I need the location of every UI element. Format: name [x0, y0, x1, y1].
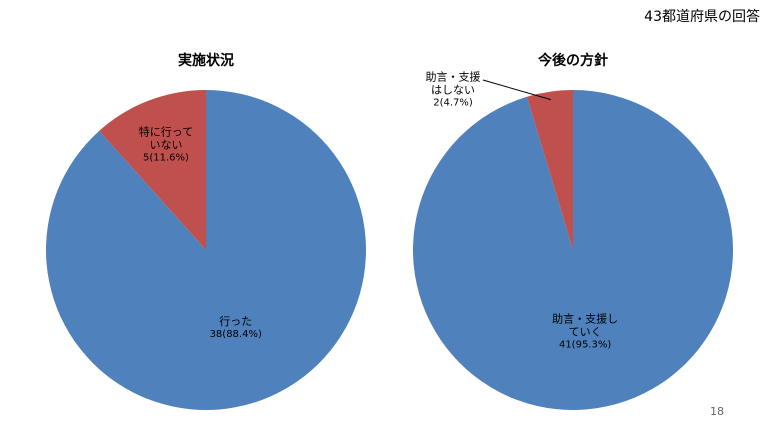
pie-title: 実施状況: [178, 53, 234, 69]
slide-title: 43都道府県の回答: [644, 9, 760, 25]
slice-label: 助言・支援 はしない 2(4.7%): [426, 71, 481, 110]
leader-line: [482, 79, 552, 101]
value-label: 5(11.6%): [143, 152, 189, 164]
page-number: 18: [710, 405, 724, 418]
category-label: 助言・支援し ていく: [552, 312, 619, 339]
value-label: 38(88.4%): [209, 328, 262, 340]
slice-label: 行った 38(88.4%): [210, 315, 262, 341]
category-label: 特に行って いない: [138, 125, 194, 152]
value-label: 2(4.7%): [433, 97, 473, 109]
value-label: 41(95.3%): [558, 339, 612, 351]
slice-label: 助言・支援し ていく 41(95.3%): [552, 313, 618, 352]
pie-slice: [99, 90, 206, 250]
category-label: 行った: [219, 314, 253, 328]
slice-label: 特に行って いない 5(11.6%): [139, 126, 193, 165]
pie-title: 今後の方針: [538, 53, 608, 69]
category-label: 助言・支援 はしない: [425, 70, 481, 97]
pie-slice: [526, 90, 573, 250]
